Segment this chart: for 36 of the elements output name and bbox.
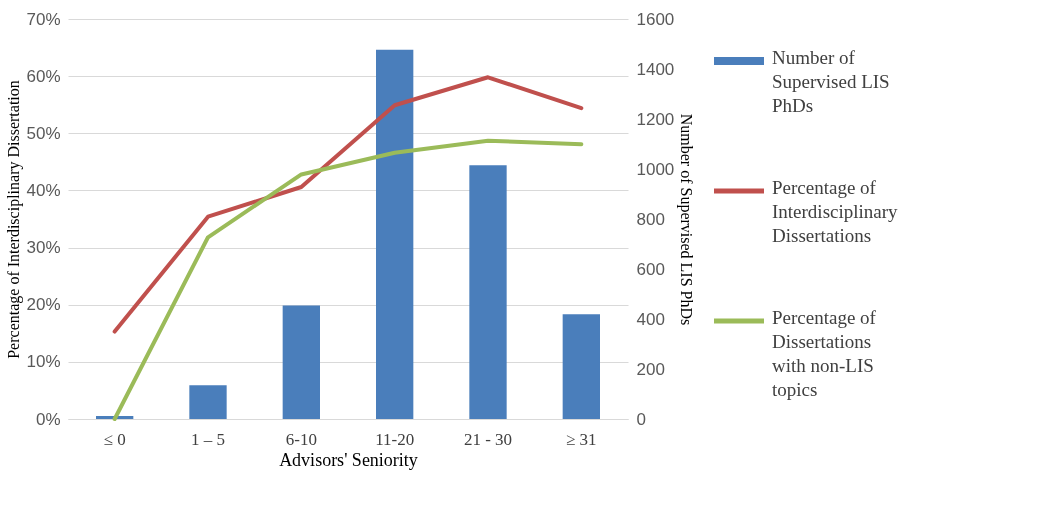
y2-tick-label: 1000 — [636, 159, 675, 179]
bar — [189, 385, 227, 419]
bar — [376, 49, 414, 419]
y-axis-title: Percentage of Interdisciplinary Dissertation — [5, 80, 24, 359]
x-tick-label: 21 - 30 — [463, 429, 513, 449]
y-tick-label: 20% — [26, 295, 61, 315]
y-tick-label: 60% — [26, 66, 61, 86]
bar — [562, 314, 600, 419]
y2-tick-label: 400 — [636, 309, 665, 329]
y2-tick-label: 600 — [636, 259, 665, 279]
y-tick-label: 70% — [26, 9, 61, 29]
y-tick-label: 40% — [26, 180, 61, 200]
x-tick-label: 1 – 5 — [191, 429, 225, 449]
y-tick-label: 0% — [35, 409, 61, 429]
legend-label: Percentage of Dissertations with non-LIS topics — [772, 307, 877, 400]
bar — [282, 305, 320, 419]
y2-tick-label: 1200 — [636, 109, 675, 129]
y2-tick-label: 800 — [636, 209, 665, 229]
x-tick-label: ≤ 0 — [103, 429, 126, 449]
line-series — [112, 75, 584, 334]
legend-label: Number of Supervised LIS PhDs — [772, 47, 890, 116]
y-tick-label: 30% — [26, 238, 61, 258]
y2-tick-label: 0 — [636, 409, 646, 429]
legend-label: Percentage of Interdisciplinary Dissertations — [772, 177, 899, 246]
y2-axis-title: Number of Supervised LIS PhDs — [677, 113, 696, 326]
bar — [469, 165, 507, 419]
y2-tick-label: 1600 — [636, 9, 675, 29]
line-series — [112, 138, 584, 421]
x-axis-title: Advisors' Seniority — [279, 449, 418, 470]
x-tick-label: ≥ 31 — [566, 429, 597, 449]
y-tick-label: 50% — [26, 123, 61, 143]
y2-tick-label: 1400 — [636, 59, 675, 79]
x-tick-label: 11-20 — [375, 429, 415, 449]
x-tick-label: 6-10 — [285, 429, 317, 449]
y-tick-label: 10% — [26, 352, 61, 372]
y2-tick-label: 200 — [636, 359, 665, 379]
